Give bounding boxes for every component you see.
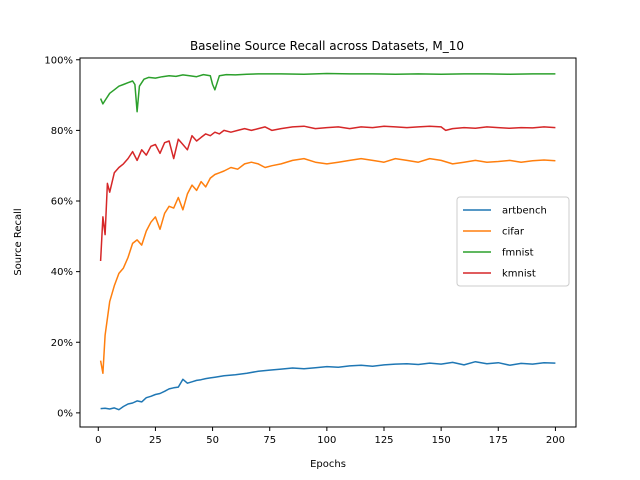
x-axis: 0 25 50 75 100 125 150 175 200 [95, 427, 565, 446]
x-tick-label: 125 [374, 435, 393, 446]
x-tick-label: 200 [546, 435, 565, 446]
legend: artbench cifar fmnist kmnist [456, 196, 570, 287]
x-tick-label: 150 [432, 435, 451, 446]
series-line-fmnist [99, 72, 556, 113]
y-tick-label: 40% [51, 267, 73, 278]
x-tick-label: 75 [263, 435, 276, 446]
y-tick-label: 20% [51, 338, 73, 349]
chart-title: Baseline Source Recall across Datasets, … [190, 39, 464, 53]
legend-label-fmnist: fmnist [502, 248, 534, 259]
series-line-kmnist [99, 125, 556, 262]
y-tick-label: 80% [51, 126, 73, 137]
legend-label-kmnist: kmnist [502, 269, 536, 280]
axes-frame [79, 57, 577, 428]
y-axis: 0% 20% 40% 60% 80% 100% [44, 55, 80, 419]
legend-box [456, 196, 570, 287]
x-tick-label: 100 [317, 435, 336, 446]
y-axis-title: Source Recall [13, 208, 24, 275]
x-tick-label: 50 [206, 435, 219, 446]
plot-area [99, 72, 556, 411]
legend-label-artbench: artbench [502, 206, 547, 217]
y-tick-label: 100% [44, 55, 73, 66]
series-line-artbench [100, 360, 556, 411]
x-tick-label: 25 [149, 435, 162, 446]
series-line-cifar [99, 157, 556, 375]
legend-label-cifar: cifar [502, 227, 525, 238]
y-tick-label: 0% [57, 408, 73, 419]
x-tick-label: 175 [489, 435, 508, 446]
x-tick-label: 0 [95, 435, 101, 446]
x-axis-title: Epochs [310, 459, 346, 470]
y-tick-label: 60% [51, 197, 73, 208]
